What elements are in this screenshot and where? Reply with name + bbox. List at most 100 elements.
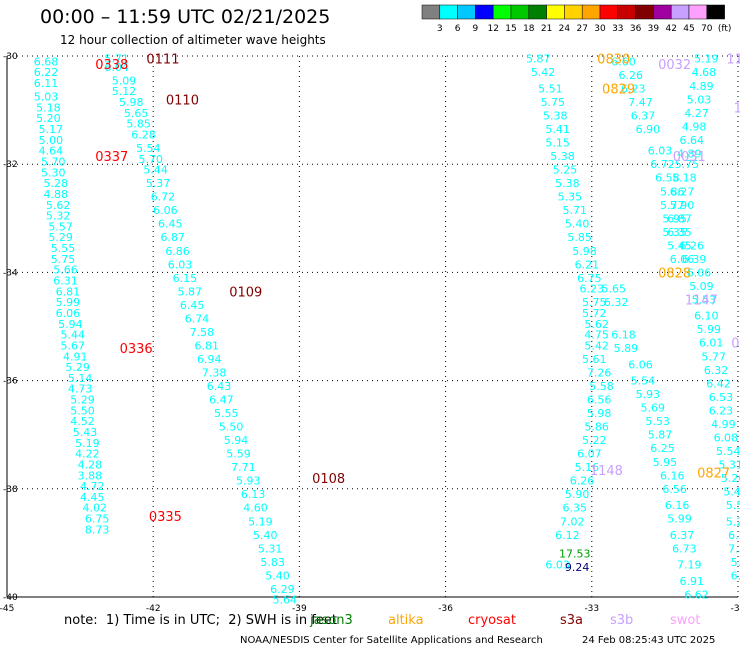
wave-height-value: 6.23: [709, 404, 734, 417]
satellite-legend-item: cryosat: [468, 613, 516, 628]
wave-height-value: 5.19: [694, 53, 719, 66]
wave-height-value: 5.85: [126, 118, 151, 131]
colorbar-swatch: [492, 4, 512, 20]
wave-height-value: 6.16: [660, 469, 685, 482]
pass-time-label: 1148: [590, 464, 623, 479]
wave-height-value: 5.75: [675, 158, 700, 171]
wave-height-value: 6.62: [684, 588, 709, 601]
wave-height-value: 5.93: [636, 388, 661, 401]
wave-height-value: 6.06: [628, 358, 653, 371]
wave-height-value: 6.56: [662, 483, 687, 496]
wave-height-value: 6.73: [672, 542, 697, 555]
wave-height-value: 6.87: [160, 231, 185, 244]
wave-height-value: 6.22: [34, 66, 59, 79]
wave-height-value: 9.24: [565, 561, 590, 574]
wave-height-value: 5.40: [723, 486, 740, 499]
wave-height-value: 6.53: [709, 391, 734, 404]
wave-height-value: 6.72: [151, 191, 176, 204]
wave-height-value: 6.27: [670, 185, 695, 198]
wave-height-value: 5.77: [701, 350, 726, 363]
wave-height-value: 6.12: [555, 529, 580, 542]
wave-height-value: 6.25: [650, 442, 675, 455]
wave-height-value: 5.19: [75, 437, 100, 450]
pass-time-label: 0108: [312, 472, 345, 487]
wave-height-value: 7.37: [728, 542, 740, 555]
wave-height-value: 6.04: [104, 61, 129, 74]
pass-time-label: 0031: [673, 150, 706, 165]
wave-height-value: 5.03: [687, 93, 712, 106]
generated-timestamp: 24 Feb 08:25:43 UTC 2025: [582, 635, 716, 646]
wave-height-value: 5.87: [178, 285, 203, 298]
wave-height-value: 6.74: [185, 312, 210, 325]
satellite-legend-item: s3b: [610, 613, 634, 628]
colorbar-swatch: [653, 4, 672, 20]
wave-height-value: 5.18: [36, 101, 61, 114]
wave-height-value: 5.43: [73, 426, 98, 439]
x-tick-label: -39: [292, 604, 307, 614]
colorbar-swatch: [421, 4, 441, 20]
wave-height-value: 6.28: [731, 569, 740, 582]
wave-height-value: 5.09: [112, 74, 137, 87]
wave-height-value: 5.99: [697, 323, 722, 336]
wave-height-value: 5.75: [51, 253, 76, 266]
wave-height-value: 5.71: [104, 53, 129, 66]
y-tick-label: -36: [3, 377, 18, 387]
wave-height-values: 6.686.226.115.035.185.205.175.004.645.70…: [34, 53, 740, 607]
wave-height-value: 5.29: [65, 361, 90, 374]
wave-height-value: 5.40: [565, 218, 590, 231]
wave-height-value: 6.35: [562, 502, 587, 515]
axis-ticks: -45 -42 -39 -36 -33 -30 -30 -32 -34 -36 -38 -40: [0, 52, 740, 614]
pass-time-label: 0827: [697, 467, 730, 482]
wave-height-value: 7.38: [202, 366, 227, 379]
colorbar-label: 42: [665, 24, 676, 34]
wave-height-value: 5.62: [584, 318, 609, 331]
colorbar-swatch: [581, 4, 601, 20]
wave-height-value: 5.95: [662, 212, 687, 225]
wave-height-value: 5.42: [531, 66, 556, 79]
wave-height-value: 5.45: [667, 239, 692, 252]
wave-height-value: 5.93: [236, 475, 261, 488]
satellite-legend-item: s3a: [560, 613, 584, 628]
wave-height-value: 4.45: [80, 491, 105, 504]
colorbar-swatch: [475, 4, 494, 20]
wave-height-value: 6.07: [577, 448, 602, 461]
wave-height-value: 6.86: [165, 245, 190, 258]
grid-lines: [7, 55, 739, 597]
pass-time-label: 1146: [734, 101, 740, 116]
pass-time-label: 1147: [685, 293, 718, 308]
wave-height-value: 4.02: [82, 502, 107, 515]
wave-height-value: 6.87: [667, 212, 692, 225]
wave-height-value: 6.06: [670, 253, 695, 266]
wave-height-value: 4.68: [692, 66, 717, 79]
wave-height-value: 5.71: [562, 204, 587, 217]
colorbar-label: 36: [630, 24, 642, 34]
footer-note: note: 1) Time is in UTC; 2) SWH is in fe…: [64, 613, 337, 628]
y-tick-label: -32: [3, 160, 18, 170]
wave-height-value: 6.03: [545, 559, 570, 572]
wave-height-value: 5.38: [555, 177, 580, 190]
wave-height-value: 4.99: [711, 418, 736, 431]
satellite-legend-item: altika: [388, 613, 424, 628]
wave-height-value: 5.44: [143, 164, 168, 177]
wave-height-value: 5.54: [631, 375, 656, 388]
wave-height-value: 6.58: [655, 172, 680, 185]
colorbar-swatch: [617, 4, 636, 20]
colorbar-label: 21: [541, 24, 552, 34]
pass-time-label: 0830: [597, 53, 630, 68]
y-tick-label: -34: [3, 268, 18, 278]
y-tick-label: -38: [3, 485, 18, 495]
wave-height-value: 7.58: [190, 326, 215, 339]
wave-height-value: 5.99: [667, 513, 692, 526]
color-scale-legend: 3 6 9 12 15 18 21 24 27 30 33 36 39 42 45 70 (ft): [421, 4, 731, 34]
wave-height-value: 4.64: [39, 145, 64, 158]
colorbar-swatch: [457, 4, 476, 20]
colorbar-swatch: [599, 4, 619, 20]
wave-height-value: 5.69: [640, 402, 665, 415]
satellite-legend-item: swot: [670, 613, 701, 628]
pass-time-label: 0829: [602, 82, 635, 97]
colorbar-label: 3: [437, 24, 443, 34]
wave-height-value: 7.71: [231, 461, 256, 474]
wave-height-value: 5.53: [692, 293, 717, 306]
satellite-legend: jason3 altika cryosat s3a s3b swot: [0, 613, 740, 631]
